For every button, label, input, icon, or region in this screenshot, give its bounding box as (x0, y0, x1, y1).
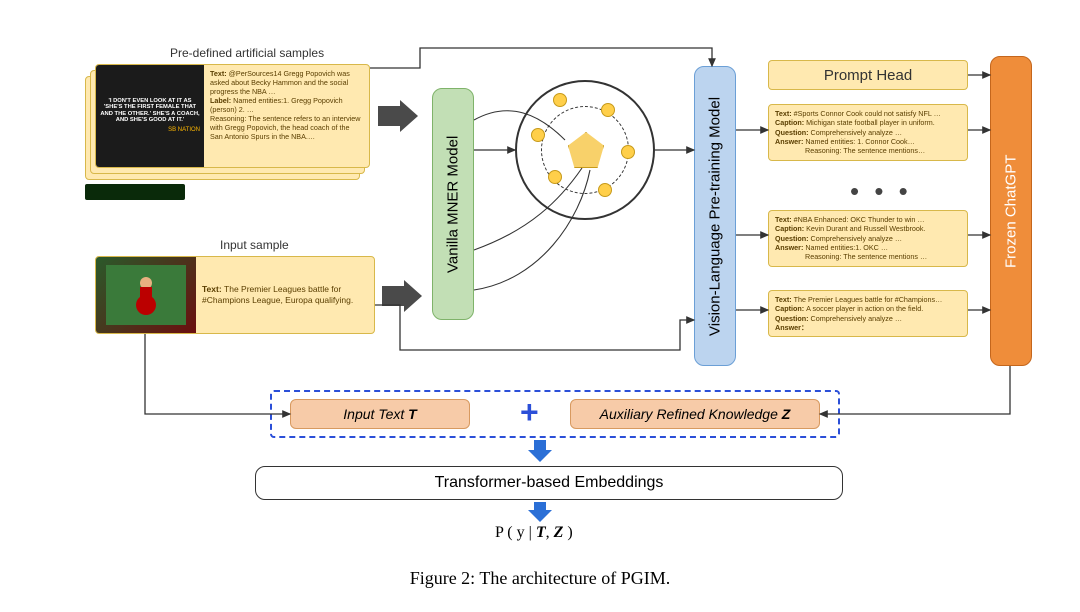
example-card-input: Text: The Premier Leagues battle for #Ch… (768, 290, 968, 337)
dot-4 (598, 183, 612, 197)
transformer-embeddings-block: Transformer-based Embeddings (255, 466, 843, 500)
quote-thumb-text: 'I DON'T EVEN LOOK AT IT AS 'SHE'S THE F… (100, 98, 200, 124)
soccer-thumb (96, 257, 196, 333)
dot-3 (621, 145, 635, 159)
input-sample-card: Text: The Premier Leagues battle for #Ch… (95, 256, 375, 334)
ellipsis-icon: • • • (850, 176, 912, 207)
quote-thumb-tag: SB NATION (168, 127, 200, 134)
dot-5 (548, 170, 562, 184)
dot-1 (553, 93, 567, 107)
architecture-diagram: Pre-defined artificial samples Input sam… (0, 0, 1080, 560)
example-card-2: Text: #NBA Enhanced: OKC Thunder to win … (768, 210, 968, 267)
frozen-chatgpt-block: Frozen ChatGPT (990, 56, 1032, 366)
vision-language-pretraining-block: Vision-Language Pre-training Model (694, 66, 736, 366)
example-card-1: Text: #Sports Connor Cook could not sati… (768, 104, 968, 161)
dot-6 (531, 128, 545, 142)
label-predefined: Pre-defined artificial samples (170, 46, 324, 60)
figure-caption: Figure 2: The architecture of PGIM. (0, 560, 1080, 589)
prompt-head-block: Prompt Head (768, 60, 968, 90)
input-text-pill: Input Text T (290, 399, 470, 429)
plus-icon: + (520, 394, 539, 431)
vanilla-mner-model-block: Vanilla MNER Model (432, 88, 474, 320)
aux-knowledge-pill: Auxiliary Refined Knowledge Z (570, 399, 820, 429)
output-formula: P ( y | T, Z ) (495, 524, 573, 542)
label-input-sample: Input sample (220, 238, 289, 252)
predefined-card-text: Text: @PerSources14 Gregg Popovich was a… (204, 65, 369, 167)
predefined-sample-card: 'I DON'T EVEN LOOK AT IT AS 'SHE'S THE F… (95, 64, 370, 168)
input-sample-text: Text: The Premier Leagues battle for #Ch… (196, 257, 374, 333)
dot-2 (601, 103, 615, 117)
